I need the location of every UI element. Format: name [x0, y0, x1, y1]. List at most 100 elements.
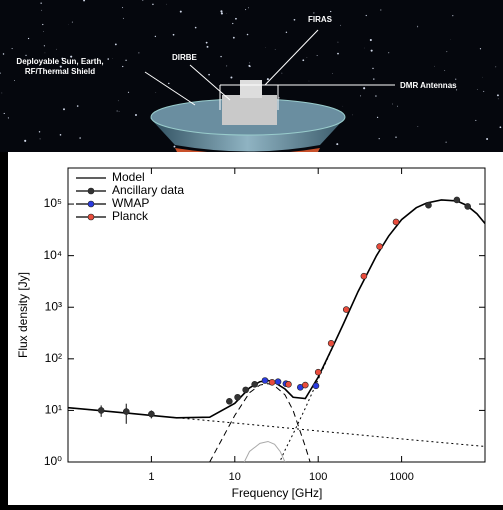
star — [174, 146, 176, 148]
star — [235, 18, 237, 20]
star — [43, 31, 44, 32]
data-point — [123, 409, 129, 415]
star — [336, 143, 338, 145]
star — [135, 114, 137, 116]
star — [455, 79, 456, 80]
y-axis-label: Flux density [Jy] — [16, 272, 30, 358]
star — [486, 138, 488, 140]
instruments — [222, 95, 277, 125]
star — [495, 66, 496, 67]
star — [233, 37, 235, 39]
star — [42, 24, 43, 25]
star — [4, 113, 5, 114]
data-point — [377, 244, 383, 250]
star — [72, 22, 73, 23]
star — [107, 58, 109, 60]
data-point — [328, 340, 334, 346]
star — [28, 38, 29, 39]
star — [282, 73, 283, 74]
star — [220, 10, 222, 12]
star — [45, 53, 46, 54]
illustration: FIRAS DIRBE Deployable Sun, Earth, RF/Th… — [0, 0, 503, 154]
data-point — [252, 381, 258, 387]
star — [360, 95, 361, 96]
star — [245, 9, 246, 10]
star — [395, 137, 396, 138]
star — [14, 80, 15, 81]
star — [41, 10, 42, 11]
data-point — [269, 379, 275, 385]
star — [63, 108, 65, 110]
star — [12, 48, 13, 49]
data-point — [465, 203, 471, 209]
page: FIRAS DIRBE Deployable Sun, Earth, RF/Th… — [0, 0, 503, 505]
star — [206, 42, 208, 44]
star — [220, 56, 221, 57]
star — [434, 66, 435, 67]
star — [500, 126, 502, 128]
star — [226, 65, 227, 66]
star — [40, 139, 41, 140]
star — [371, 50, 373, 52]
star — [352, 115, 353, 116]
star — [168, 83, 169, 84]
star — [477, 89, 478, 90]
star — [446, 51, 447, 52]
x-tick-label: 1 — [148, 471, 154, 483]
star — [379, 138, 380, 139]
star — [232, 23, 233, 24]
data-point — [275, 379, 281, 385]
star — [3, 53, 4, 54]
star — [267, 78, 269, 80]
star — [56, 49, 57, 50]
star — [372, 68, 373, 69]
data-point — [243, 387, 249, 393]
data-point — [235, 394, 241, 400]
star — [155, 36, 156, 37]
star — [118, 100, 119, 101]
star — [221, 12, 223, 14]
star — [446, 142, 447, 143]
star — [117, 111, 118, 112]
data-point — [343, 307, 349, 313]
star — [279, 97, 280, 98]
shield-label: Deployable Sun, Earth, — [16, 57, 103, 66]
star — [138, 52, 139, 53]
firas-box — [240, 80, 262, 98]
star — [480, 48, 481, 49]
star — [452, 15, 453, 16]
data-point — [262, 378, 268, 384]
data-point — [285, 381, 291, 387]
y-tick-label: 10⁴ — [43, 248, 62, 262]
star — [249, 66, 250, 67]
star — [44, 45, 45, 46]
star — [60, 134, 62, 136]
shield-label: RF/Thermal Shield — [25, 67, 95, 76]
star — [125, 60, 126, 61]
star — [330, 11, 331, 12]
data-point — [425, 202, 431, 208]
star — [380, 9, 381, 10]
star — [417, 26, 418, 27]
legend-swatch — [88, 188, 94, 194]
star — [444, 70, 445, 71]
star — [498, 98, 499, 99]
y-tick-label: 10³ — [45, 299, 62, 313]
star — [337, 53, 339, 55]
star — [475, 120, 476, 121]
star — [363, 87, 365, 89]
star — [152, 4, 153, 5]
y-tick-label: 10⁰ — [44, 454, 62, 468]
dmr-label: DMR Antennas — [400, 81, 457, 90]
star — [418, 126, 419, 127]
star — [370, 39, 372, 41]
star — [307, 57, 308, 58]
star — [40, 2, 41, 3]
x-tick-label: 1000 — [389, 471, 413, 483]
legend-label: Model — [112, 170, 145, 184]
star — [313, 12, 314, 13]
star — [207, 46, 209, 48]
star — [392, 104, 393, 105]
star — [39, 131, 40, 132]
star — [397, 106, 398, 107]
